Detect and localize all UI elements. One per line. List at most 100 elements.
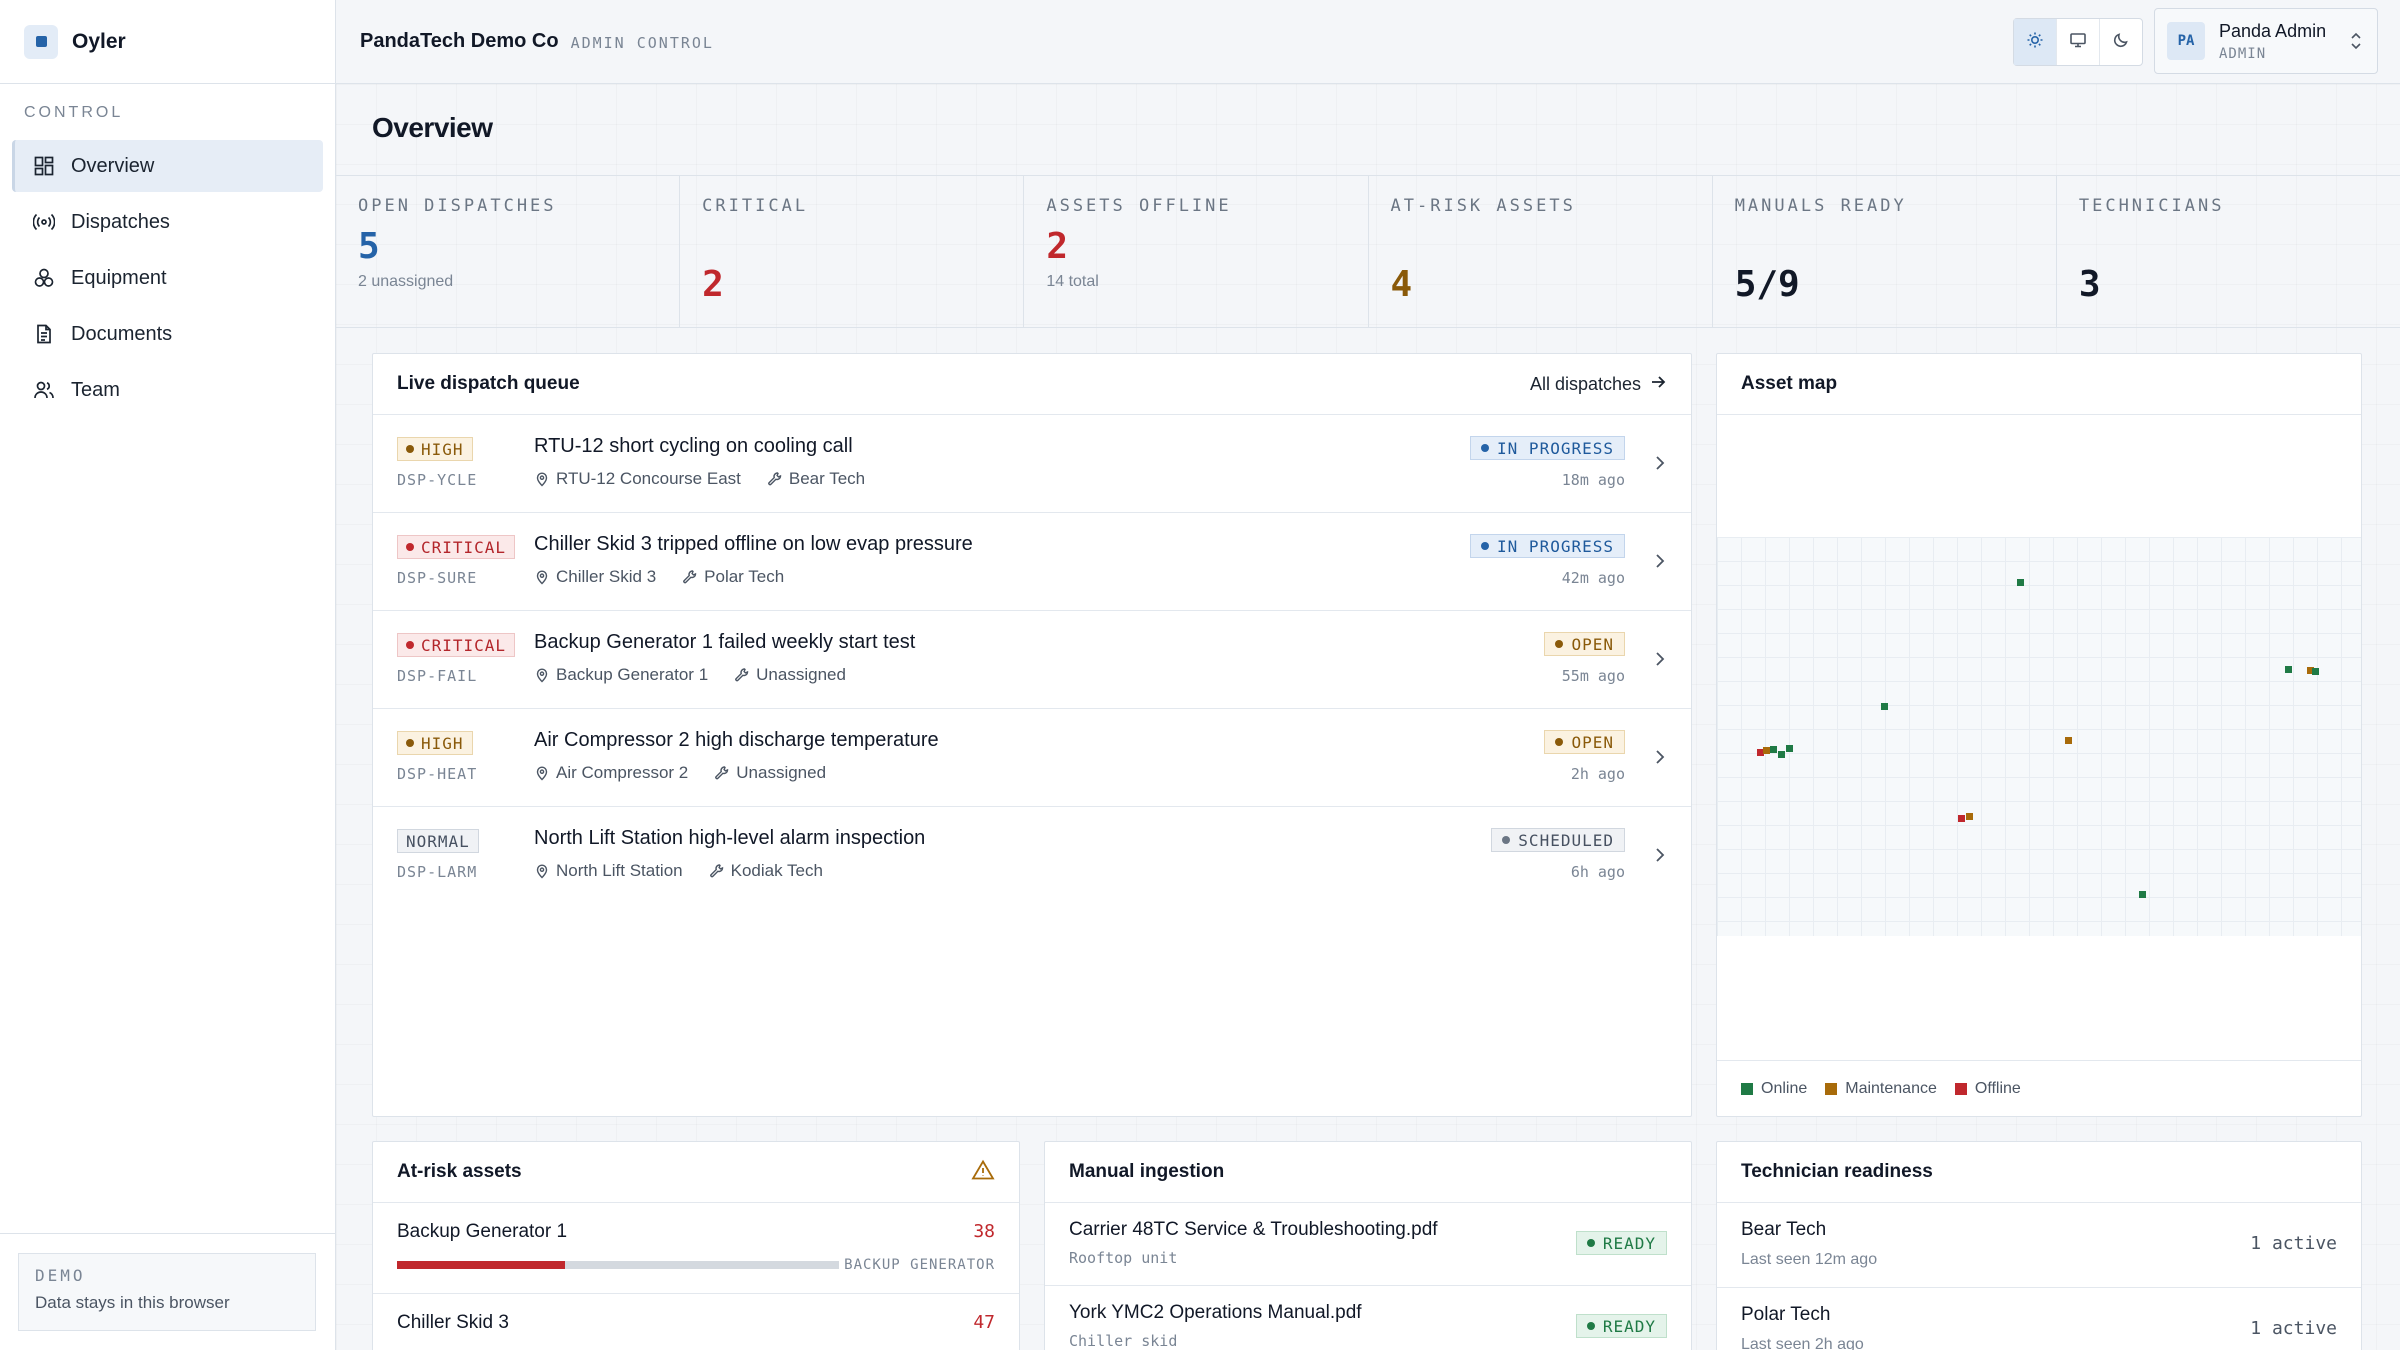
demo-title: DEMO: [35, 1266, 86, 1285]
manual-sub: Chiller skid: [1069, 1332, 1178, 1350]
chevron-right-icon: [1653, 649, 1667, 674]
brand[interactable]: Oyler: [0, 0, 335, 84]
technician-readiness-card: Technician readiness Bear Tech Last seen…: [1716, 1141, 2362, 1350]
asset-marker[interactable]: [1757, 749, 1764, 756]
logo-icon: [24, 24, 58, 59]
sidebar-nav: Overview Dispatches Equipment Documents …: [0, 140, 335, 416]
stat-manuals-ready[interactable]: MANUALS READY 5/9: [1713, 176, 2057, 327]
stat-technicians[interactable]: TECHNICIANS 3: [2057, 176, 2400, 327]
document-icon: [33, 323, 55, 345]
asset-marker[interactable]: [1881, 703, 1888, 710]
map-pin-icon: [536, 668, 548, 683]
priority-badge: HIGH: [397, 731, 473, 755]
dispatch-row[interactable]: CRITICAL DSP-SURE Chiller Skid 3 tripped…: [373, 513, 1691, 611]
asset-marker[interactable]: [2139, 891, 2146, 898]
dispatch-id: DSP-HEAT: [397, 765, 478, 783]
dispatch-tech: Polar Tech: [704, 567, 785, 586]
card-header: Technician readiness: [1717, 1142, 2361, 1203]
manual-row[interactable]: Carrier 48TC Service & Troubleshooting.p…: [1045, 1203, 1691, 1286]
stat-at-risk-assets[interactable]: AT-RISK ASSETS 4: [1369, 176, 1713, 327]
card-title: Live dispatch queue: [397, 373, 580, 394]
stat-open-dispatches[interactable]: OPEN DISPATCHES 5 2 unassigned: [336, 176, 681, 327]
technician-row[interactable]: Bear Tech Last seen 12m ago 1 active: [1717, 1203, 2361, 1288]
dispatch-tech: Unassigned: [736, 763, 827, 782]
legend-maintenance: Maintenance: [1825, 1080, 1937, 1098]
dispatch-id: DSP-SURE: [397, 569, 478, 587]
arrow-right-icon: [1649, 373, 1667, 396]
stat-label: TECHNICIANS: [2078, 196, 2225, 216]
wrench-icon: [715, 766, 729, 780]
main-content: Overview OPEN DISPATCHES 5 2 unassigned …: [336, 84, 2400, 1350]
map-pin-icon: [536, 766, 548, 781]
theme-switcher: [2013, 18, 2143, 66]
asset-name: Backup Generator 1: [397, 1221, 568, 1242]
dispatch-tech: Bear Tech: [788, 469, 866, 488]
dispatch-meta: Air Compressor 2 Unassigned: [534, 763, 826, 783]
priority-badge: CRITICAL: [397, 535, 516, 559]
dispatch-asset: RTU-12 Concourse East: [556, 469, 741, 488]
user-menu[interactable]: PA Panda Admin ADMIN: [2154, 8, 2378, 74]
chevron-up-down-icon: [2349, 31, 2363, 56]
priority-badge: HIGH: [397, 437, 473, 461]
asset-marker[interactable]: [2307, 667, 2314, 674]
asset-map[interactable]: [1717, 415, 2361, 1062]
at-risk-row[interactable]: Backup Generator 1 38 BACKUP GENERATOR: [373, 1203, 1019, 1294]
asset-marker[interactable]: [1763, 747, 1770, 754]
app-name: Oyler: [72, 29, 126, 53]
stat-sub: 2 unassigned: [358, 273, 454, 290]
demo-notice: DEMO Data stays in this browser: [18, 1253, 316, 1331]
technician-last-seen: Last seen 12m ago: [1741, 1251, 1878, 1268]
asset-marker[interactable]: [1966, 813, 1973, 820]
stat-value: 5/9: [1734, 264, 1800, 305]
broadcast-icon: [33, 211, 55, 233]
dispatch-row[interactable]: NORMAL DSP-LARM North Lift Station high-…: [373, 807, 1691, 905]
asset-map-card: Asset map Online Maintenance: [1716, 353, 2362, 1117]
stat-assets-offline[interactable]: ASSETS OFFLINE 2 14 total: [1024, 176, 1369, 327]
dispatch-age: 6h ago: [1570, 863, 1625, 881]
sidebar-item-overview[interactable]: Overview: [12, 140, 323, 192]
risk-score: 38: [973, 1221, 995, 1242]
dispatch-row[interactable]: CRITICAL DSP-FAIL Backup Generator 1 fai…: [373, 611, 1691, 709]
at-risk-row[interactable]: Chiller Skid 3 47: [373, 1294, 1019, 1350]
asset-marker[interactable]: [2312, 668, 2319, 675]
wrench-icon: [683, 570, 697, 584]
stats-strip: OPEN DISPATCHES 5 2 unassigned CRITICAL …: [336, 175, 2400, 328]
status-badge: OPEN: [1544, 632, 1625, 656]
technician-row[interactable]: Polar Tech Last seen 2h ago 1 active: [1717, 1288, 2361, 1350]
dark-theme-button[interactable]: [2100, 19, 2142, 65]
card-title: Manual ingestion: [1069, 1161, 1225, 1182]
asset-marker[interactable]: [2017, 579, 2024, 586]
asset-marker[interactable]: [2065, 737, 2072, 744]
asset-marker[interactable]: [1778, 751, 1785, 758]
manual-row[interactable]: York YMC2 Operations Manual.pdf Chiller …: [1045, 1286, 1691, 1350]
asset-marker[interactable]: [1786, 745, 1793, 752]
dispatch-row[interactable]: HIGH DSP-HEAT Air Compressor 2 high disc…: [373, 709, 1691, 807]
asset-type: BACKUP GENERATOR: [844, 1257, 995, 1273]
asset-marker[interactable]: [2285, 666, 2292, 673]
asset-marker[interactable]: [1958, 815, 1965, 822]
dispatch-asset: North Lift Station: [556, 861, 683, 880]
dispatch-title: Air Compressor 2 high discharge temperat…: [534, 729, 939, 751]
asset-name: Chiller Skid 3: [397, 1312, 509, 1333]
dispatch-meta: Backup Generator 1 Unassigned: [534, 665, 846, 685]
asset-marker[interactable]: [1770, 746, 1777, 753]
technician-active-count: 1 active: [2250, 1318, 2337, 1339]
map-grid: [1717, 537, 2361, 936]
sidebar-item-dispatches[interactable]: Dispatches: [12, 196, 323, 248]
map-pin-icon: [536, 570, 548, 585]
sidebar-item-documents[interactable]: Documents: [12, 308, 323, 360]
org-subtitle: ADMIN CONTROL: [570, 34, 714, 52]
sidebar-item-equipment[interactable]: Equipment: [12, 252, 323, 304]
all-dispatches-link[interactable]: All dispatches: [1530, 373, 1667, 396]
map-pin-icon: [536, 472, 548, 487]
stat-critical[interactable]: CRITICAL 2: [680, 176, 1025, 327]
dispatch-row[interactable]: HIGH DSP-YCLE RTU-12 short cycling on co…: [373, 415, 1691, 513]
card-title: Asset map: [1741, 373, 1838, 394]
map-pin-icon: [536, 864, 548, 879]
light-theme-button[interactable]: [2014, 19, 2057, 65]
sidebar-item-team[interactable]: Team: [12, 364, 323, 416]
sun-icon: [2026, 31, 2044, 54]
stat-label: MANUALS READY: [1734, 196, 1907, 216]
manual-sub: Rooftop unit: [1069, 1249, 1178, 1267]
system-theme-button[interactable]: [2057, 19, 2100, 65]
